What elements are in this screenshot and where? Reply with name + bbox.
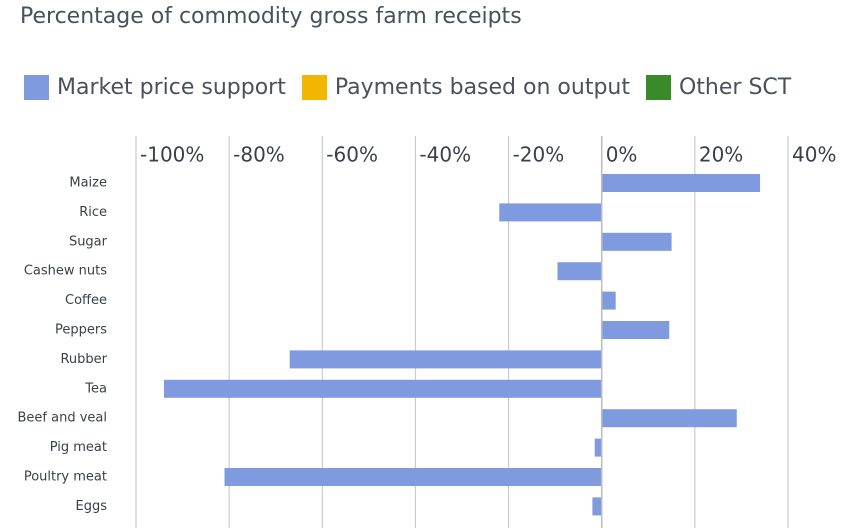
bar — [601, 321, 670, 339]
x-tick-label: -60% — [326, 143, 378, 167]
x-tick-label: -20% — [513, 143, 565, 167]
x-tick-label: 0% — [606, 143, 638, 167]
legend-label-other-sct: Other SCT — [678, 74, 792, 100]
category-label: Sugar — [69, 234, 108, 249]
legend-swatch-market-price-support — [24, 74, 49, 100]
legend-label-market-price-support: Market price support — [57, 74, 286, 100]
category-label: Eggs — [76, 499, 108, 514]
legend-label-payments-based-on-output: Payments based on output — [334, 74, 630, 100]
x-tick-label: -80% — [233, 143, 285, 167]
bar — [289, 350, 602, 369]
category-label: Beef and veal — [18, 411, 107, 426]
category-label: Coffee — [65, 293, 107, 308]
x-tick-label: 40% — [792, 143, 836, 167]
chart-legend: Market price support Payments based on o… — [24, 72, 807, 102]
legend-swatch-other-sct — [645, 74, 671, 100]
legend-swatch-payments-based-on-output — [301, 74, 327, 100]
category-label: Cashew nuts — [24, 264, 107, 279]
category-label: Poultry meat — [24, 470, 107, 485]
legend-item-market-price-support: Market price support — [24, 74, 286, 100]
category-label: Rubber — [60, 352, 107, 367]
x-tick-label: 20% — [699, 143, 743, 167]
category-label: Rice — [79, 205, 107, 220]
chart-title: Percentage of commodity gross farm recei… — [20, 4, 522, 29]
bar — [499, 203, 602, 222]
bar — [557, 262, 602, 281]
bar — [601, 232, 672, 251]
category-label: Tea — [84, 381, 107, 396]
category-label: Peppers — [55, 323, 107, 338]
legend-item-payments-based-on-output: Payments based on output — [301, 74, 630, 100]
bar — [601, 409, 737, 428]
bar — [224, 468, 602, 486]
bar — [163, 379, 602, 398]
bar — [594, 438, 602, 457]
bar — [601, 291, 616, 310]
category-label: Maize — [69, 176, 107, 191]
legend-item-other-sct: Other SCT — [645, 74, 792, 100]
x-tick-label: -100% — [140, 143, 204, 167]
x-tick-label: -40% — [419, 143, 471, 167]
bar — [592, 497, 602, 516]
category-label: Pig meat — [50, 440, 107, 455]
bar — [601, 174, 761, 192]
